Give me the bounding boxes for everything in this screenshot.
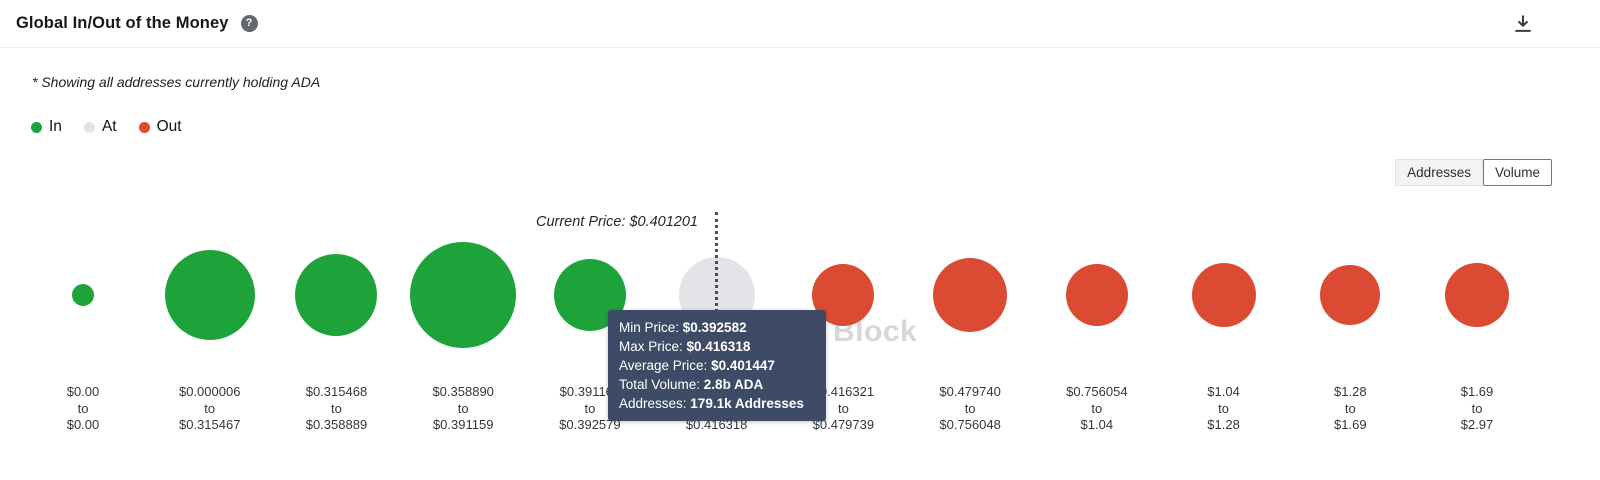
current-price-line <box>715 212 719 318</box>
x-label-min: $0.416321 <box>812 384 875 399</box>
toggle-addresses-button[interactable]: Addresses <box>1395 159 1483 186</box>
view-toggle: Addresses Volume <box>1395 159 1552 186</box>
tooltip-row: Min Price: $0.392582 <box>619 320 747 335</box>
bubble-in[interactable] <box>295 254 378 336</box>
bubble-out[interactable] <box>933 258 1008 332</box>
x-label-max: $1.28 <box>1207 417 1240 432</box>
x-label-min: $0.358890 <box>432 384 494 399</box>
download-icon[interactable] <box>1512 13 1534 35</box>
bubble-in[interactable] <box>72 284 94 306</box>
x-label-min: $0.315468 <box>305 384 368 399</box>
x-label-to: to <box>1218 400 1229 416</box>
x-label-max: $0.479739 <box>812 417 875 432</box>
current-price-label: Current Price: $0.401201 <box>535 214 698 230</box>
tooltip-row: Average Price: $0.401447 <box>619 358 775 373</box>
x-axis-label: $1.04 to $1.28 <box>1154 384 1294 434</box>
x-axis-label: $0.00 to $0.00 <box>13 384 153 434</box>
x-label-to: to <box>584 400 596 416</box>
legend-dot-icon <box>83 121 95 133</box>
x-label-max: $0.392579 <box>559 417 621 432</box>
x-axis-label: $0.315468 to $0.358889 <box>266 384 406 434</box>
x-axis-label: $1.28 to $1.69 <box>1280 384 1420 434</box>
x-label-max: $0.00 <box>66 417 100 432</box>
legend-label: At <box>101 118 117 135</box>
x-label-min: $1.69 <box>1460 384 1494 399</box>
x-label-max: $0.358889 <box>305 417 368 432</box>
legend-dot-icon <box>31 121 42 133</box>
help-icon[interactable]: ? <box>240 15 258 32</box>
x-axis-label: $0.479740 to $0.756048 <box>900 384 1040 434</box>
tooltip-row: Addresses: 179.1k Addresses <box>619 396 804 411</box>
bubble-out[interactable] <box>1320 265 1381 325</box>
bubble-in[interactable] <box>164 250 255 340</box>
x-label-to: to <box>77 400 89 416</box>
tooltip: Min Price: $0.392582 Max Price: $0.416318… <box>608 310 826 421</box>
x-label-to: to <box>1091 400 1103 416</box>
x-label-min: $0.756054 <box>1066 384 1128 399</box>
x-label-to: to <box>204 400 216 416</box>
x-label-to: to <box>1471 400 1483 416</box>
x-label-to: to <box>1344 400 1356 416</box>
x-label-max: $0.391159 <box>432 417 494 432</box>
legend-label: Out <box>156 118 182 135</box>
legend: In At Out <box>31 118 182 136</box>
tooltip-row: Max Price: $0.416318 <box>619 339 751 354</box>
legend-label: In <box>49 118 62 135</box>
x-label-to: to <box>837 400 849 416</box>
x-label-min: $0.000006 <box>178 384 241 399</box>
x-label-min: $0.479740 <box>939 384 1001 399</box>
x-label-to: to <box>457 400 469 416</box>
bubble-out[interactable] <box>1191 263 1256 327</box>
legend-item-in[interactable]: In <box>31 118 62 136</box>
x-label-max: $0.756048 <box>939 417 1001 432</box>
x-label-to: to <box>964 400 976 416</box>
legend-dot-icon <box>138 121 150 133</box>
bubble-out[interactable] <box>1445 263 1510 327</box>
x-label-min: $0.391160 <box>559 384 621 399</box>
x-label-max: $1.04 <box>1080 417 1114 432</box>
page-title: Global In/Out of the Money <box>16 14 229 32</box>
bubble-out[interactable] <box>1065 264 1128 326</box>
x-axis-label: $1.69 to $2.97 <box>1407 384 1547 434</box>
x-label-min: $0.00 <box>66 384 100 399</box>
x-axis-label: $0.391160 to $0.392579 <box>520 384 660 434</box>
bubble-in[interactable] <box>410 242 517 348</box>
x-label-max: $0.315467 <box>178 417 241 432</box>
x-label-to: to <box>331 400 342 416</box>
x-label-max: $2.97 <box>1460 417 1494 432</box>
panel-header: Global In/Out of the Money ? <box>0 0 1600 48</box>
legend-item-out[interactable]: Out <box>138 118 182 136</box>
tooltip-row: Total Volume: 2.8b ADA <box>619 377 764 392</box>
x-label-min: $1.04 <box>1207 384 1240 399</box>
x-label-max: $1.69 <box>1334 417 1367 432</box>
x-axis-label: $0.000006 to $0.315467 <box>140 384 280 434</box>
chart-note: * Showing all addresses currently holdin… <box>32 74 321 90</box>
toggle-volume-button[interactable]: Volume <box>1482 159 1552 186</box>
x-axis-label: $0.416321 to $0.479739 <box>773 384 913 434</box>
x-axis-label: $0.358890 to $0.391159 <box>393 384 533 434</box>
legend-item-at[interactable]: At <box>83 118 117 136</box>
x-label-min: $1.28 <box>1334 384 1367 399</box>
tooltip-rows: Min Price: $0.392582 Max Price: $0.416318… <box>619 318 815 413</box>
x-axis-label: $0.756054 to $1.04 <box>1027 384 1167 434</box>
